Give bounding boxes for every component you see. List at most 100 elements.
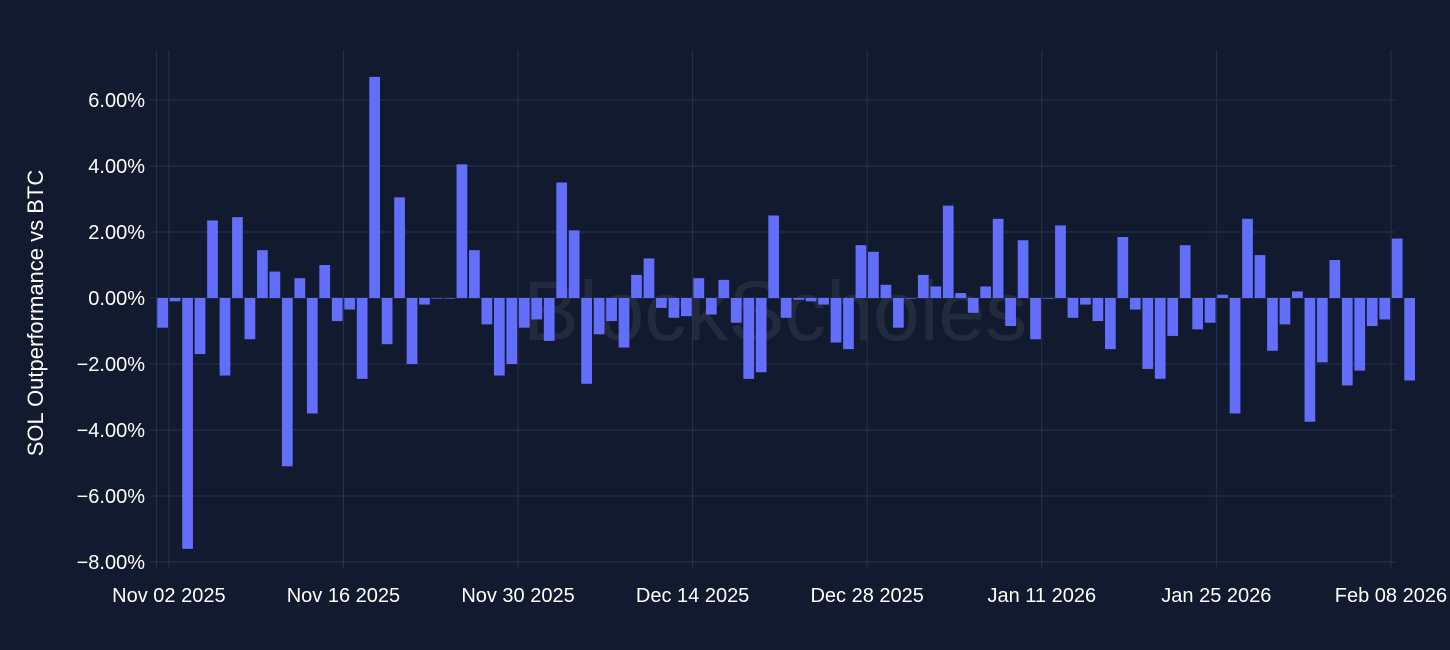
bar — [730, 298, 742, 323]
bar — [1104, 298, 1116, 350]
bar — [755, 298, 767, 373]
bar — [793, 298, 804, 300]
bar — [1179, 245, 1191, 298]
bar — [419, 298, 430, 305]
bar — [518, 298, 530, 328]
bar — [1379, 298, 1391, 320]
bar — [843, 298, 854, 350]
bar — [531, 298, 543, 320]
bar — [244, 298, 256, 340]
bar — [444, 298, 455, 299]
bar — [893, 298, 904, 328]
bar — [1341, 298, 1353, 386]
bar — [169, 298, 181, 302]
bar — [1117, 236, 1129, 298]
bar — [269, 271, 281, 298]
bar — [1242, 218, 1253, 298]
bar — [394, 197, 405, 298]
bar — [980, 286, 992, 298]
bar — [1204, 298, 1216, 323]
bar — [1129, 298, 1141, 310]
bar — [705, 298, 717, 315]
x-tick-label: Jan 25 2026 — [1161, 585, 1271, 607]
bar — [207, 220, 218, 298]
x-tick-label: Dec 14 2025 — [636, 585, 749, 607]
x-tick-label: Nov 30 2025 — [461, 585, 574, 607]
bar — [1316, 298, 1328, 363]
bar — [1229, 298, 1241, 414]
bar — [643, 258, 655, 298]
bar — [992, 218, 1004, 298]
bar — [1329, 260, 1341, 298]
bar — [768, 215, 780, 298]
bar — [369, 76, 380, 299]
bar — [631, 274, 642, 298]
bar — [257, 250, 268, 298]
bar — [1154, 298, 1166, 379]
bar — [306, 298, 318, 414]
bar — [1217, 294, 1228, 298]
y-tick-label: −8.00% — [77, 552, 146, 574]
bar — [1304, 298, 1316, 422]
x-gridlines — [168, 50, 1392, 568]
bar — [668, 298, 680, 318]
bar — [219, 298, 231, 376]
bar — [493, 298, 505, 376]
bar — [656, 298, 667, 308]
bar — [780, 298, 792, 318]
y-tick-label: −2.00% — [77, 354, 146, 376]
bar — [618, 298, 630, 348]
bar — [606, 298, 617, 322]
y-axis-label: SOL Outperformance vs BTC — [23, 170, 48, 457]
bar — [1354, 298, 1366, 371]
bar — [1067, 298, 1079, 318]
y-tick-label: 2.00% — [88, 222, 145, 244]
x-tick-label: Feb 08 2026 — [1335, 585, 1447, 607]
bar — [1080, 298, 1091, 305]
bar — [356, 298, 368, 379]
bar — [568, 230, 580, 298]
bar — [581, 298, 592, 384]
bar — [1042, 298, 1054, 299]
bar — [556, 182, 568, 298]
bar — [855, 245, 867, 298]
x-tick-label: Dec 28 2025 — [810, 585, 923, 607]
bar — [830, 298, 842, 343]
bar — [1142, 298, 1154, 369]
bar — [868, 251, 879, 298]
x-tick-labels: Nov 02 2025 Nov 16 2025 Nov 30 2025 Dec 14 … — [112, 585, 1447, 607]
x-tick-label: Nov 02 2025 — [112, 585, 225, 607]
bar — [967, 298, 979, 313]
bar — [930, 286, 942, 298]
bar — [1092, 298, 1104, 322]
bar — [331, 298, 343, 322]
bar — [344, 298, 356, 310]
bar — [1005, 298, 1016, 327]
y-tick-label: −6.00% — [77, 486, 146, 508]
y-tick-label: 4.00% — [88, 156, 145, 178]
bar — [1292, 291, 1303, 298]
bar — [693, 278, 705, 298]
bar — [294, 278, 306, 298]
bar — [1167, 298, 1179, 336]
bar — [481, 298, 493, 325]
bar — [1017, 240, 1029, 298]
x-tick-label: Jan 11 2026 — [987, 585, 1096, 607]
bar — [1192, 298, 1204, 330]
bar — [319, 265, 331, 298]
bar — [805, 298, 817, 302]
bar — [1391, 238, 1403, 298]
bar — [456, 164, 468, 298]
bar — [942, 205, 954, 298]
bar — [1279, 298, 1291, 325]
bar — [718, 279, 730, 298]
bar — [743, 298, 755, 379]
bar — [917, 274, 929, 298]
bar — [1267, 298, 1278, 351]
bar — [543, 298, 555, 341]
bar — [381, 298, 393, 345]
bar — [194, 298, 206, 355]
bar — [182, 298, 193, 549]
bar — [1055, 225, 1066, 298]
bar — [905, 298, 917, 299]
